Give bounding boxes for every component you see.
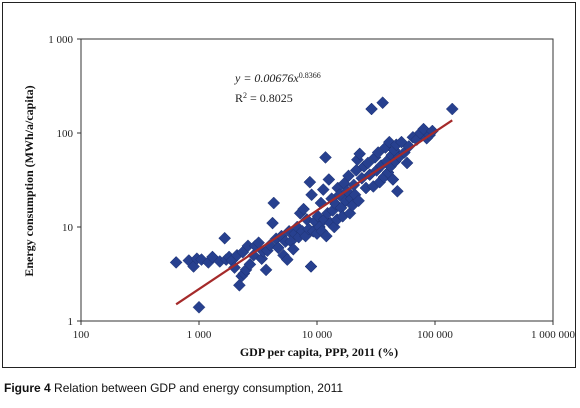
plot-area — [80, 38, 554, 322]
y-axis-title: Energy consumption (MWh/a/capita) — [22, 85, 36, 276]
data-point — [361, 156, 375, 170]
data-point — [400, 156, 414, 170]
y-tick-label: 1 — [68, 316, 74, 328]
r-squared: R2 = 0.8025 — [235, 91, 293, 106]
caption-label: Figure 4 — [4, 381, 51, 395]
x-tick-label: 10 000 — [302, 329, 333, 341]
data-point — [297, 202, 310, 216]
x-tick-label: 1 000 000 — [531, 329, 576, 341]
data-point — [316, 183, 330, 196]
data-point — [319, 151, 332, 164]
x-tick-label: 100 — [73, 329, 90, 341]
data-point — [271, 241, 285, 255]
y-tick-label: 100 — [57, 128, 74, 140]
data-point — [192, 300, 206, 314]
x-tick-label: 100 000 — [417, 329, 453, 341]
caption-text: Relation between GDP and energy consumpt… — [50, 381, 344, 395]
data-points — [169, 96, 459, 314]
trendline — [175, 119, 453, 306]
data-point — [169, 256, 183, 269]
data-point — [402, 140, 416, 153]
x-axis-title: GDP per capita, PPP, 2011 (%) — [240, 345, 398, 359]
x-tick-label: 1 000 — [187, 329, 212, 341]
data-point — [376, 96, 389, 110]
y-tick-label: 1 000 — [48, 34, 73, 46]
trend-equation: y = 0.00676x0.8366 — [234, 71, 321, 86]
data-point — [391, 184, 404, 198]
x-axis: 100 1 000 10 000 100 000 1 000 000 — [73, 321, 576, 341]
data-point — [266, 216, 279, 230]
data-point — [259, 263, 273, 277]
data-point — [303, 175, 317, 189]
scatter-chart: 100 1 000 10 000 100 000 1 000 000 1 10 100 1 0… — [22, 34, 576, 359]
data-point — [286, 242, 300, 256]
y-axis: 1 10 100 1 000 — [48, 34, 81, 328]
data-point — [445, 102, 459, 116]
data-point — [365, 102, 378, 116]
data-point — [319, 229, 333, 243]
chart-frame: 100 1 000 10 000 100 000 1 000 000 1 10 100 1 0… — [2, 2, 576, 368]
data-point — [353, 147, 367, 161]
data-point — [322, 173, 336, 186]
data-point — [267, 196, 281, 210]
data-point — [426, 124, 439, 138]
data-point — [352, 194, 365, 208]
data-point — [304, 260, 318, 273]
data-point — [243, 258, 257, 271]
data-point — [305, 188, 318, 202]
figure-caption: Figure 4 Relation between GDP and energy… — [4, 381, 576, 395]
data-point — [218, 231, 232, 245]
data-point — [233, 278, 246, 292]
data-point — [386, 173, 400, 186]
data-point — [342, 169, 355, 183]
data-point — [280, 253, 294, 266]
y-tick-label: 10 — [62, 222, 74, 234]
